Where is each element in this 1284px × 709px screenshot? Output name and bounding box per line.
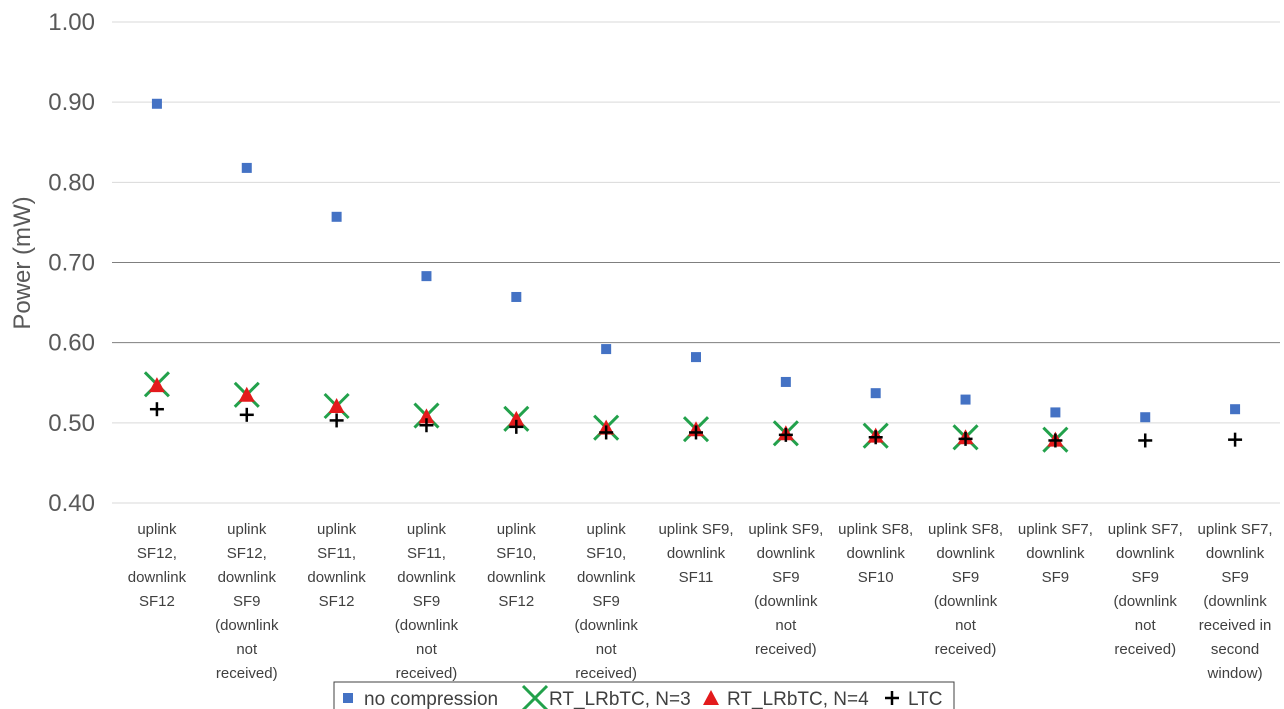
legend-box (333, 681, 955, 709)
point-ltc (778, 427, 793, 442)
point-ltc (1228, 432, 1243, 447)
point-no-compression (601, 344, 612, 355)
x-tick-label: uplink SF7, downlink SF9 (downlink received … (1198, 521, 1273, 682)
point-no-compression (331, 211, 342, 222)
series-rt-lrbtc-n-3 (143, 371, 1069, 453)
point-ltc (868, 430, 883, 445)
point-ltc (239, 407, 254, 422)
point-rt-lrbtc-n4 (508, 410, 525, 426)
x-axis-tick-labels: uplink SF12, downlink SF12 uplink SF12, downli… (128, 521, 1273, 682)
point-ltc (149, 402, 164, 417)
point-ltc (1138, 433, 1153, 448)
x-tick-label: uplink SF9, downlink SF9 (downlink not receiv… (748, 521, 823, 658)
y-axis-label: Power (mW) (9, 196, 36, 329)
x-tick-label: uplink SF7, downlink SF9 (1018, 521, 1093, 586)
gridlines (112, 21, 1280, 504)
x-tick-label: uplink SF11, downlink SF12 (307, 521, 366, 610)
series-no-compression (151, 98, 1241, 423)
point-ltc (885, 691, 899, 705)
legend: no compression RT_LRbTC, N=3 RT_LRbTC, N=4… (333, 681, 955, 709)
point-rt-lrbtc-n4 (328, 397, 345, 413)
point-rt-lrbtc-n4 (703, 690, 719, 705)
y-tick-label: 0.70 (48, 250, 95, 277)
x-tick-label: uplink SF8, downlink SF10 (838, 521, 913, 586)
legend-label: RT_LRbTC, N=3 (549, 689, 691, 709)
point-no-compression (960, 394, 971, 405)
legend-label: RT_LRbTC, N=4 (727, 689, 869, 709)
y-tick-label: 0.80 (48, 169, 95, 196)
point-no-compression (343, 693, 353, 703)
x-tick-label: uplink SF10, downlink SF12 (487, 521, 546, 610)
x-tick-label: uplink SF7, downlink SF9 (downlink not receiv… (1108, 521, 1183, 658)
y-axis: 0.40 0.50 0.60 0.70 0.80 0.90 1.00 (48, 9, 95, 517)
legend-entry: LTC (885, 689, 942, 709)
point-no-compression (241, 162, 252, 173)
legend-entry: RT_LRbTC, N=3 (521, 684, 691, 709)
point-no-compression (1050, 407, 1061, 418)
point-no-compression (870, 388, 881, 399)
data-marks (143, 98, 1243, 453)
x-tick-label: uplink SF11, downlink SF9 (downlink not receiv… (395, 521, 459, 682)
legend-entry: no compression (343, 689, 498, 709)
point-rt-lrbtc-n4 (238, 386, 255, 402)
point-ltc (958, 431, 973, 446)
x-tick-label: uplink SF8, downlink SF9 (downlink not receiv… (928, 521, 1003, 658)
x-tick-label: uplink SF12, downlink SF9 (downlink not receiv… (215, 521, 279, 682)
y-tick-label: 0.50 (48, 410, 95, 437)
point-rt-lrbtc-n4 (148, 377, 165, 393)
legend-entry: RT_LRbTC, N=4 (703, 689, 869, 709)
point-ltc (1048, 433, 1063, 448)
x-tick-label: uplink SF9, downlink SF11 (658, 521, 733, 586)
point-no-compression (151, 98, 162, 109)
series-ltc (149, 402, 1243, 448)
point-no-compression (1140, 412, 1151, 423)
y-tick-label: 0.40 (48, 490, 95, 517)
legend-label: no compression (364, 689, 498, 709)
point-ltc (329, 413, 344, 428)
point-no-compression (780, 376, 791, 387)
y-tick-label: 0.90 (48, 89, 95, 116)
point-ltc (509, 419, 524, 434)
legend-label: LTC (908, 689, 942, 709)
x-tick-label: uplink SF10, downlink SF9 (downlink not receiv… (574, 521, 638, 682)
point-no-compression (691, 352, 701, 363)
x-tick-label: uplink SF12, downlink SF12 (128, 521, 187, 610)
y-tick-label: 0.60 (48, 330, 95, 357)
point-ltc (689, 425, 703, 440)
point-no-compression (511, 291, 522, 302)
point-no-compression (421, 271, 432, 282)
point-rt-lrbtc-n4 (418, 408, 435, 424)
point-ltc (599, 425, 614, 440)
point-no-compression (1230, 404, 1241, 415)
point-rt-lrbtc-n3 (521, 684, 549, 709)
point-ltc (419, 418, 434, 433)
y-tick-label: 1.00 (48, 9, 95, 36)
